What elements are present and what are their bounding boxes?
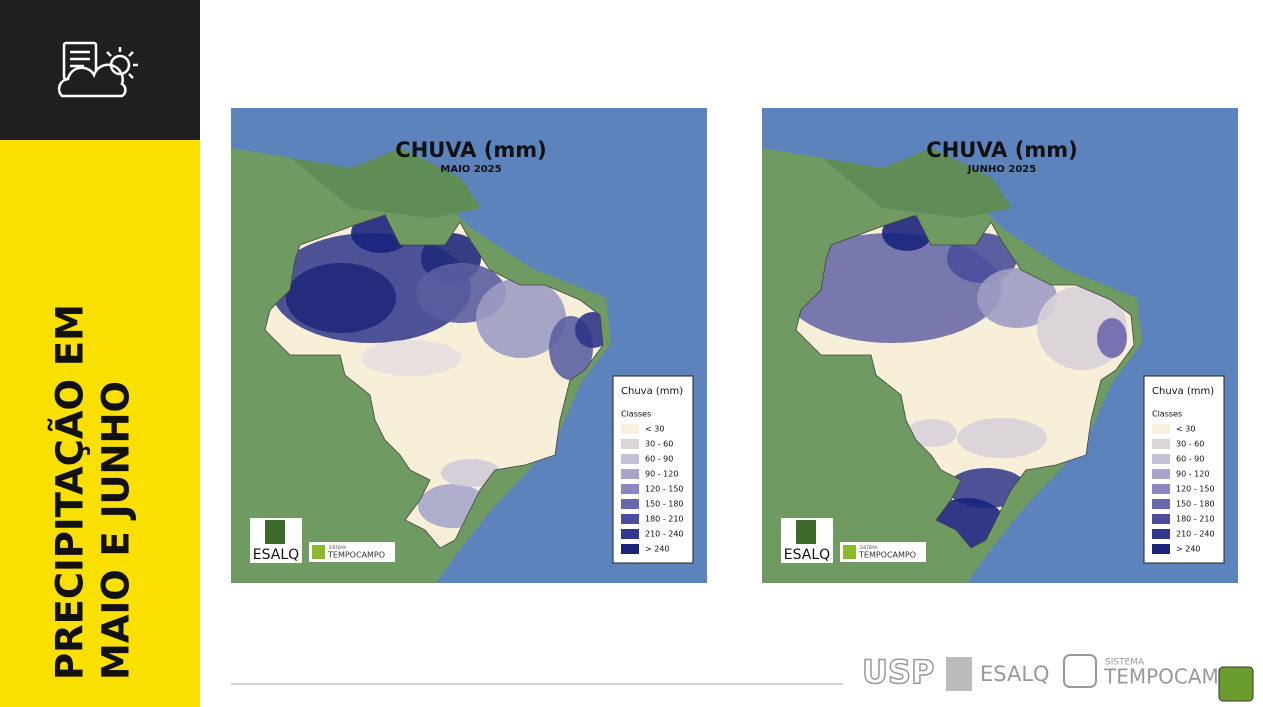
- legend-swatch: [1152, 499, 1170, 509]
- sidebar-title: PRECIPITAÇÃO EM: [48, 304, 92, 680]
- brazil-outline: [264, 214, 604, 549]
- rain-area: [957, 418, 1047, 458]
- legend-title: Chuva (mm): [1152, 386, 1214, 397]
- sistema-logo: SISTEMA: [1105, 658, 1145, 668]
- esalq-logo: ESALQ: [253, 547, 299, 563]
- legend-label: 180 - 210: [645, 515, 684, 524]
- legend-swatch: [1152, 529, 1170, 539]
- legend-subtitle: Classes: [1152, 410, 1182, 419]
- rain-area: [441, 459, 501, 487]
- legend-label: 210 - 240: [1176, 530, 1215, 539]
- sidebar-title: MAIO E JUNHO: [95, 381, 138, 680]
- esalq-emblem: [946, 657, 972, 691]
- legend-label: 90 - 120: [1176, 470, 1209, 479]
- legend-swatch: [1152, 544, 1170, 554]
- legend-swatch: [621, 454, 639, 464]
- rain-area: [907, 419, 957, 447]
- legend-label: 150 - 180: [645, 500, 684, 509]
- legend-label: 120 - 150: [1176, 485, 1215, 494]
- legend-label: 30 - 60: [645, 440, 673, 449]
- legend-swatch: [1152, 424, 1170, 434]
- legend-label: 210 - 240: [645, 530, 684, 539]
- legend-label: < 30: [645, 425, 664, 434]
- rain-blobs: [271, 215, 603, 528]
- rain-area: [947, 233, 1017, 283]
- legend-swatch: [621, 424, 639, 434]
- legend-label: 60 - 90: [1176, 455, 1204, 464]
- legend-label: 150 - 180: [1176, 500, 1215, 509]
- map-title: CHUVA (mm): [926, 138, 1077, 162]
- legend-title: Chuva (mm): [621, 386, 683, 397]
- legend-label: > 240: [645, 545, 670, 554]
- corner-badge: [1218, 666, 1254, 702]
- rain-map: CHUVA (mm) MAIO 2025 Chuva (mm) Classes < 30…: [231, 108, 707, 583]
- legend-swatch: [621, 469, 639, 479]
- legend-label: 90 - 120: [645, 470, 678, 479]
- weather-icon: [57, 41, 138, 98]
- tempocampo-logo: TEMPOCAMPO: [858, 551, 916, 560]
- esalq-emblem: [265, 520, 285, 544]
- legend-swatch: [621, 484, 639, 494]
- legend-label: 180 - 210: [1176, 515, 1215, 524]
- rain-area: [1097, 318, 1127, 358]
- sistema-logo: SISTEMA: [860, 545, 878, 550]
- map-title: CHUVA (mm): [395, 138, 546, 162]
- rain-area: [882, 215, 932, 251]
- tempocampo-badge: [309, 542, 395, 562]
- footer-logos: USP ESALQ SISTEMA TEMPOCAMPO: [861, 652, 1254, 702]
- sistema-logo: SISTEMA: [329, 545, 347, 550]
- usp-logo: USP: [862, 653, 934, 691]
- legend-label: > 240: [1176, 545, 1201, 554]
- esalq-logo: ESALQ: [784, 547, 830, 563]
- rain-area: [286, 263, 396, 333]
- map-subtitle: JUNHO 2025: [967, 164, 1036, 175]
- rain-area: [796, 233, 1002, 343]
- legend-label: < 30: [1176, 425, 1195, 434]
- esalq-emblem: [796, 520, 816, 544]
- rain-map: CHUVA (mm) JUNHO 2025 Chuva (mm) Classes < 3…: [762, 108, 1238, 583]
- rain-area: [977, 268, 1057, 328]
- tempocampo-badge: [840, 542, 926, 562]
- legend-swatch: [621, 499, 639, 509]
- sidebar: [0, 140, 200, 707]
- legend-swatch: [1152, 484, 1170, 494]
- legend-swatch: [621, 514, 639, 524]
- map-subtitle: MAIO 2025: [440, 164, 501, 175]
- legend-swatch: [1152, 454, 1170, 464]
- tempocampo-emblem: [843, 545, 856, 559]
- esalq-logo: ESALQ: [980, 662, 1050, 686]
- legend-swatch: [1152, 514, 1170, 524]
- rain-area: [361, 340, 461, 376]
- tempocampo-emblem: [312, 545, 325, 559]
- legend-swatch: [621, 439, 639, 449]
- continent-north: [822, 148, 1012, 218]
- legend-label: 120 - 150: [645, 485, 684, 494]
- legend-swatch: [621, 544, 639, 554]
- tempocampo-logo: TEMPOCAMPO: [327, 551, 385, 560]
- legend-label: 30 - 60: [1176, 440, 1204, 449]
- legend-swatch: [1152, 439, 1170, 449]
- rain-area: [476, 278, 566, 358]
- brazil-outline: [795, 214, 1135, 549]
- legend-swatch: [621, 529, 639, 539]
- continent-north: [291, 148, 481, 218]
- legend-label: 60 - 90: [645, 455, 673, 464]
- legend-subtitle: Classes: [621, 410, 651, 419]
- tempocampo-emblem: [1063, 654, 1097, 688]
- legend-swatch: [1152, 469, 1170, 479]
